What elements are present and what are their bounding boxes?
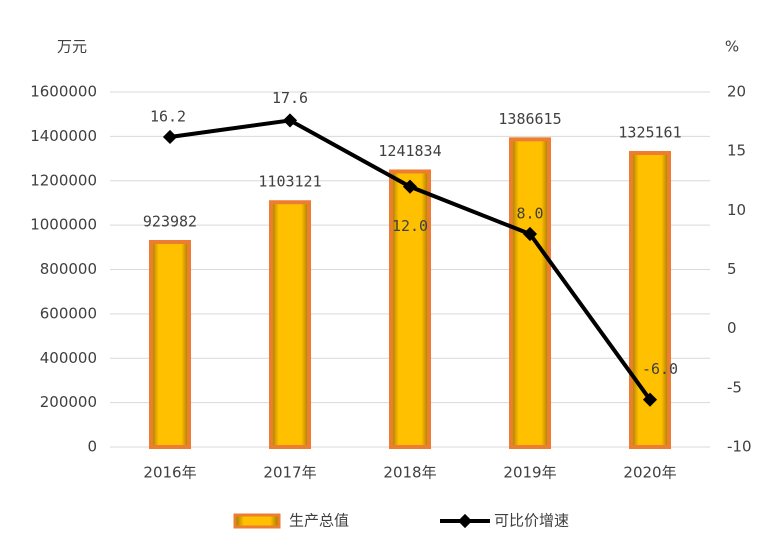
y-tick-label: 800000: [40, 260, 97, 278]
y-axis-label: 万元: [57, 38, 87, 56]
y-tick-label: 1400000: [30, 127, 97, 145]
data-label: -6.0: [642, 360, 678, 378]
legend-label: 可比价增速: [494, 512, 569, 530]
y2-tick-label: 10: [727, 201, 746, 219]
line-marker: [522, 226, 538, 242]
y2-tick-label: 15: [727, 142, 746, 160]
data-label: 1386615: [498, 110, 561, 128]
data-label: 8.0: [516, 205, 543, 223]
y-tick-label: 1600000: [30, 83, 97, 101]
data-label: 16.2: [150, 107, 186, 125]
bar: [269, 200, 311, 449]
y2-tick-label: 5: [727, 260, 737, 278]
y-tick-label: 1200000: [30, 171, 97, 189]
bar: [389, 169, 431, 449]
y-tick-label: 1000000: [30, 216, 97, 234]
data-label: 17.6: [272, 89, 308, 107]
y2-axis-label: %: [725, 38, 739, 56]
y2-tick-label: -10: [727, 438, 752, 456]
y-tick-label: 200000: [40, 393, 97, 411]
legend-swatch: [233, 513, 281, 529]
x-tick-label: 2016年: [143, 464, 196, 482]
line-marker: [642, 392, 658, 407]
y-tick-label: 600000: [40, 304, 97, 322]
data-label: 1103121: [258, 173, 321, 191]
y2-tick-label: 0: [727, 319, 737, 337]
data-label: 1241834: [378, 142, 441, 160]
data-label: 923982: [143, 212, 197, 230]
line-marker: [282, 113, 298, 128]
x-tick-label: 2020年: [623, 464, 676, 482]
y-tick-label: 0: [87, 438, 97, 456]
x-tick-label: 2018年: [383, 464, 436, 482]
line-marker: [402, 179, 418, 194]
legend-label: 生产总值: [289, 512, 349, 530]
y-tick-label: 400000: [40, 349, 97, 367]
line-marker: [162, 129, 178, 145]
bar: [509, 137, 551, 450]
y2-tick-label: 20: [727, 83, 746, 101]
y2-tick-label: -5: [727, 378, 742, 396]
legend-marker: [457, 513, 473, 529]
data-label: 12.0: [392, 217, 428, 235]
data-label: 1325161: [618, 123, 681, 141]
bar: [149, 239, 191, 449]
x-tick-label: 2017年: [263, 464, 316, 482]
x-tick-label: 2019年: [503, 464, 556, 482]
